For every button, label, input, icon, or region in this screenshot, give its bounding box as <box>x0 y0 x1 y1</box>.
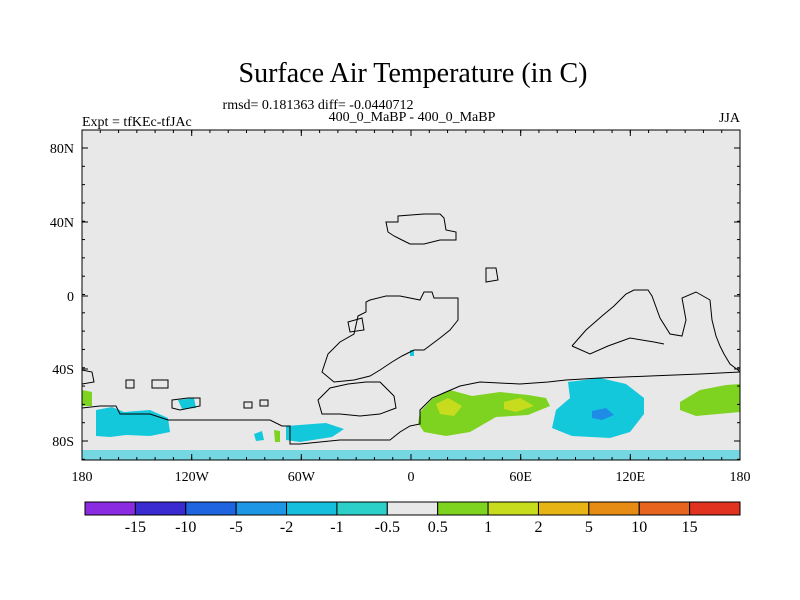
coastline-tiny-islands <box>243 399 269 409</box>
shade-yellow-a <box>436 398 462 416</box>
lat-tick-label: 40N <box>50 216 74 231</box>
lon-tick-label: 120W <box>175 470 210 485</box>
colorbar-swatch <box>437 501 489 516</box>
shade-green-pacific-east <box>680 384 740 416</box>
lon-tick-label: 180 <box>730 470 751 485</box>
colorbar-label: -2 <box>280 519 293 536</box>
coastline-landmass <box>321 291 459 383</box>
colorbar-swatch <box>638 501 691 516</box>
coastline-south-mass <box>317 381 397 417</box>
coastline-small <box>485 267 499 283</box>
lat-tick-label: 40S <box>52 363 74 378</box>
colorbar-label: 15 <box>682 519 698 536</box>
colorbar-label: -15 <box>125 519 146 536</box>
colorbar-swatch <box>185 501 237 516</box>
coastline-islets <box>125 379 169 389</box>
lon-tick-label: 60W <box>288 470 316 485</box>
colorbar-swatch <box>588 501 640 516</box>
colorbar-swatch <box>689 501 741 516</box>
period-label: 400_0_MaBP - 400_0_MaBP <box>329 110 496 125</box>
colorbar-label: 1 <box>484 519 492 536</box>
lon-tick-label: 60E <box>509 470 532 485</box>
lat-tick-label: 80N <box>50 142 74 157</box>
colorbar-label: -5 <box>229 519 242 536</box>
coastline-north <box>385 213 457 245</box>
shade-cool-dot <box>254 431 264 441</box>
coastline-east <box>571 289 741 373</box>
coastline-west-edge <box>81 369 95 385</box>
lon-tick-label: 180 <box>72 470 93 485</box>
colorbar-swatch <box>336 501 388 516</box>
shade-green-west-edge <box>82 390 92 406</box>
colorbar-swatch <box>286 501 338 516</box>
stats-label: rmsd= 0.181363 diff= -0.0440712 <box>223 98 414 113</box>
longitude-labels: 180 120W 60W 0 60E 120E 180 <box>72 470 751 485</box>
colorbar-label: -0.5 <box>375 519 400 536</box>
experiment-label: Expt = tfKEc-tfJAc <box>82 115 192 130</box>
coastline-south-islet <box>171 397 201 411</box>
colorbar-label: 10 <box>631 519 647 536</box>
colorbar-label: -10 <box>175 519 196 536</box>
colorbar-swatch <box>134 501 187 516</box>
colorbar <box>84 501 741 516</box>
colorbar-label: -1 <box>330 519 343 536</box>
map-plot-area <box>81 129 741 461</box>
colorbar-swatch <box>537 501 590 516</box>
colorbar-swatch <box>235 501 288 516</box>
lat-tick-label: 80S <box>52 435 74 450</box>
shade-blue-core <box>592 408 614 420</box>
colorbar-labels: -15 -10 -5 -2 -1 -0.5 0.5 1 2 5 10 15 <box>125 519 698 536</box>
axis-ticks <box>81 130 741 460</box>
latitude-labels: 80N 40N 0 40S 80S <box>50 142 74 450</box>
colorbar-label: 0.5 <box>428 519 448 536</box>
coastline-antarctic <box>81 371 741 445</box>
lat-tick-label: 0 <box>67 290 74 305</box>
shade-cool-atlantic <box>286 423 344 442</box>
colorbar-swatch <box>487 501 539 516</box>
shade-cool-small <box>178 398 196 409</box>
figure-title: Surface Air Temperature (in C) <box>239 58 588 89</box>
shade-yellow-b <box>504 398 534 412</box>
colorbar-label: 5 <box>585 519 593 536</box>
coastline-island <box>347 317 365 333</box>
colorbar-swatch <box>84 501 136 516</box>
colorbar-label: 2 <box>534 519 542 536</box>
lon-tick-label: 0 <box>408 470 415 485</box>
shade-green-dot <box>274 430 280 442</box>
season-label: JJA <box>719 111 741 126</box>
shade-cool-indian-ocean <box>552 378 644 438</box>
lon-tick-label: 120E <box>616 470 646 485</box>
coastlines <box>81 213 741 445</box>
colorbar-swatch <box>386 501 439 516</box>
